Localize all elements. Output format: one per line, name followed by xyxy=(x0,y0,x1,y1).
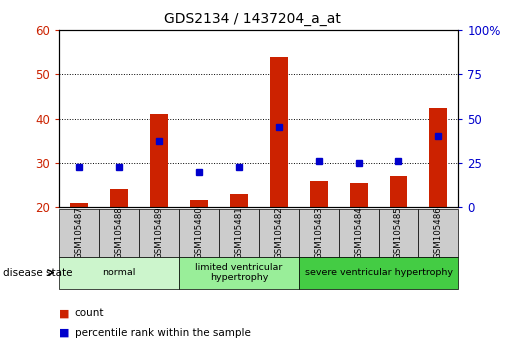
Bar xyxy=(139,209,179,257)
Text: GSM105480: GSM105480 xyxy=(195,206,203,259)
Text: ■: ■ xyxy=(59,328,70,338)
Bar xyxy=(230,194,248,207)
Bar xyxy=(430,108,448,207)
Text: GSM105485: GSM105485 xyxy=(394,206,403,259)
Bar xyxy=(310,181,328,207)
Bar xyxy=(379,209,418,257)
Bar xyxy=(389,176,407,207)
Bar xyxy=(190,200,208,207)
Bar xyxy=(110,189,128,207)
Text: percentile rank within the sample: percentile rank within the sample xyxy=(75,328,251,338)
Bar xyxy=(70,202,88,207)
Text: GSM105484: GSM105484 xyxy=(354,206,363,259)
Text: GSM105488: GSM105488 xyxy=(115,206,124,259)
Text: severe ventricular hypertrophy: severe ventricular hypertrophy xyxy=(304,268,453,277)
Text: GSM105482: GSM105482 xyxy=(274,206,283,259)
Text: disease state: disease state xyxy=(3,268,72,278)
Text: GSM105483: GSM105483 xyxy=(314,206,323,259)
Bar xyxy=(59,209,99,257)
Text: normal: normal xyxy=(102,268,136,277)
Text: GSM105486: GSM105486 xyxy=(434,206,443,259)
Bar xyxy=(350,183,368,207)
Bar xyxy=(299,209,339,257)
Bar xyxy=(270,57,288,207)
Text: count: count xyxy=(75,308,104,318)
Text: GSM105487: GSM105487 xyxy=(75,206,83,259)
Bar xyxy=(219,209,259,257)
Text: GSM105489: GSM105489 xyxy=(154,206,163,259)
Text: GDS2134 / 1437204_a_at: GDS2134 / 1437204_a_at xyxy=(164,12,341,27)
Bar xyxy=(99,209,139,257)
Bar xyxy=(59,257,179,289)
Bar xyxy=(299,257,458,289)
Bar xyxy=(339,209,379,257)
Bar xyxy=(259,209,299,257)
Bar xyxy=(179,257,299,289)
Bar xyxy=(179,209,219,257)
Text: ■: ■ xyxy=(59,308,70,318)
Text: limited ventricular
hypertrophy: limited ventricular hypertrophy xyxy=(195,263,283,282)
Bar xyxy=(418,209,458,257)
Bar xyxy=(150,114,168,207)
Text: GSM105481: GSM105481 xyxy=(234,206,243,259)
